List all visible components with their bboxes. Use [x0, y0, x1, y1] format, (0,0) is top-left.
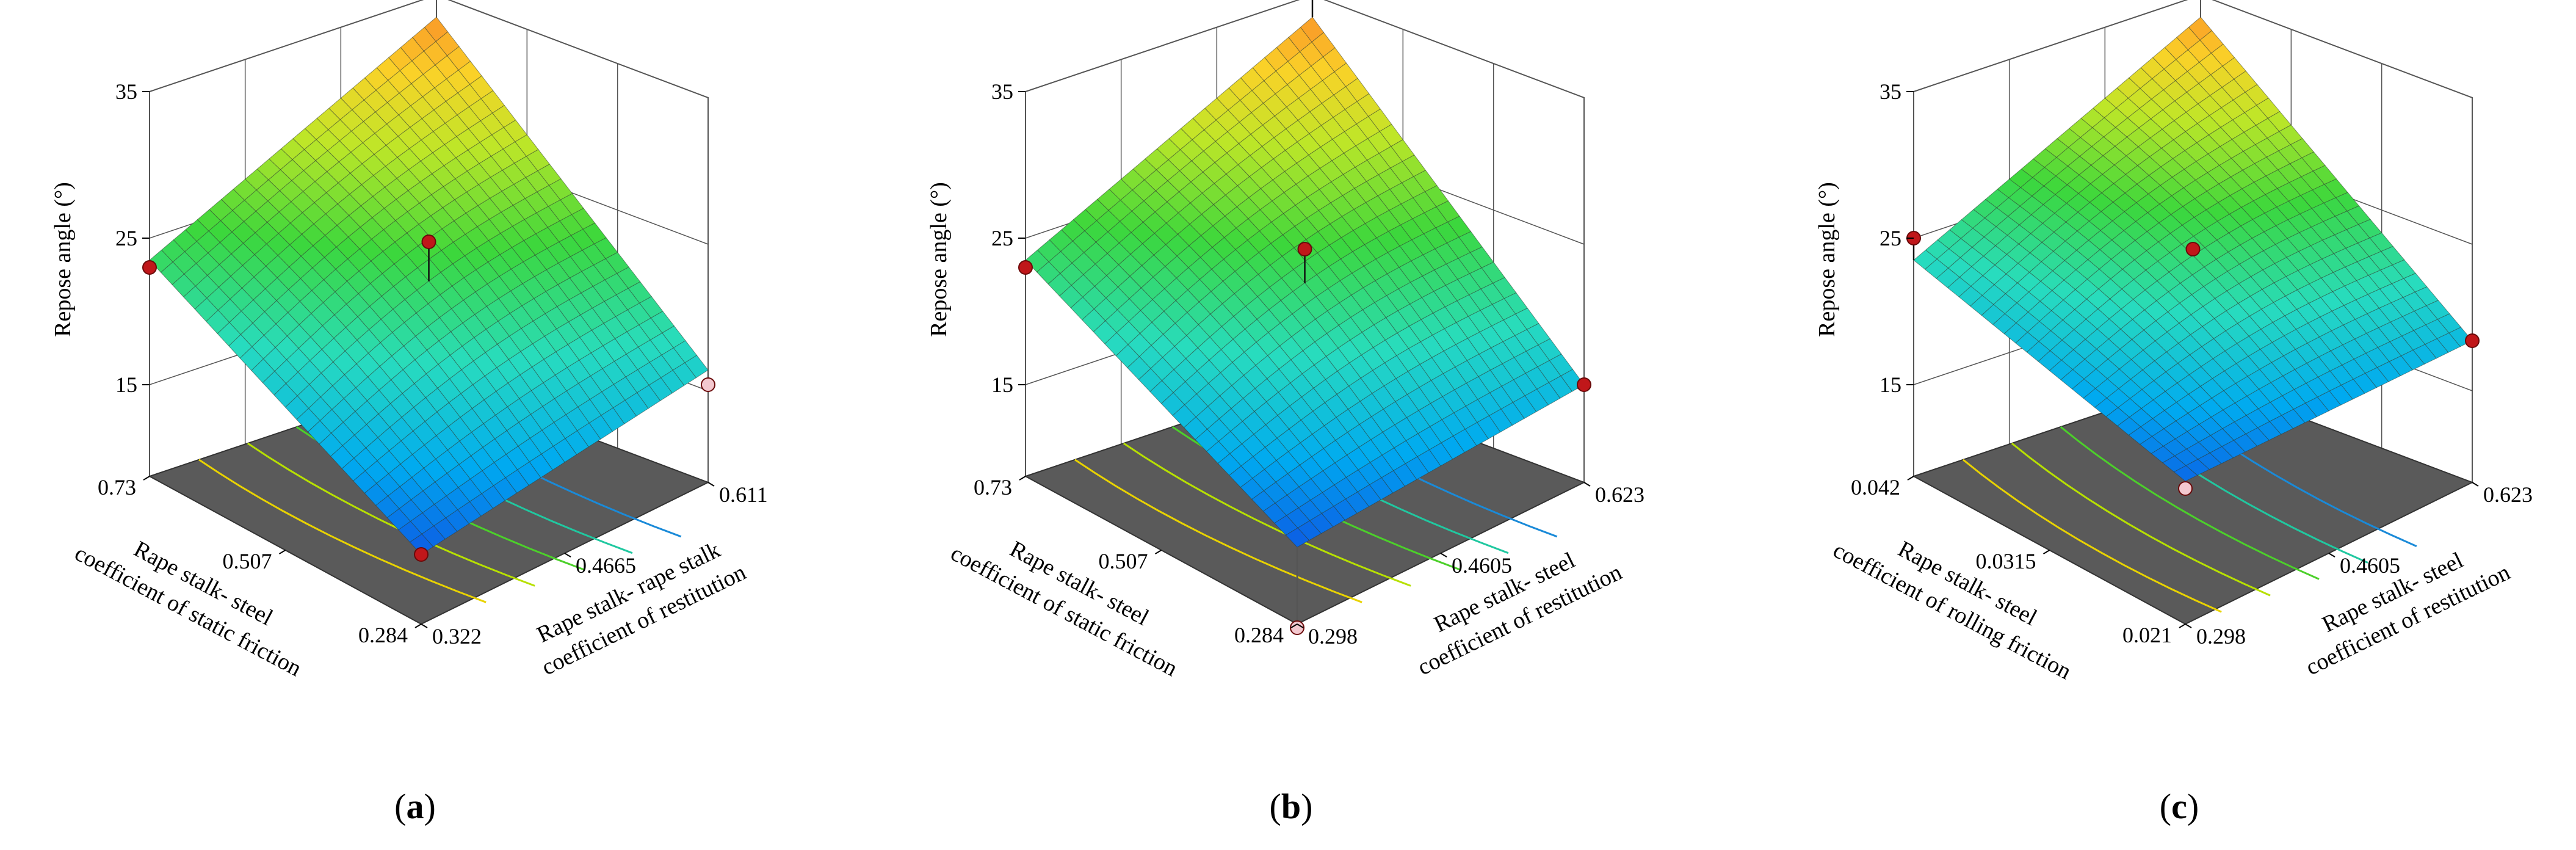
y-tick — [2185, 623, 2192, 628]
y-tick-label: 0.623 — [2483, 482, 2533, 507]
panel-label: (b) — [1270, 786, 1313, 826]
z-axis: 15 25 35 Repose angle (°) — [50, 79, 150, 397]
design-point — [142, 260, 157, 275]
contour-line — [198, 459, 487, 603]
y-tick-label: 0.4605 — [1452, 553, 1512, 578]
x-tick — [2179, 623, 2186, 628]
x-tick — [143, 476, 150, 481]
design-point — [2185, 242, 2201, 256]
design-point — [1577, 377, 1591, 392]
design-point — [2178, 481, 2193, 496]
y-tick-label: 0.4605 — [2340, 553, 2400, 578]
z-axis-label: Repose angle (°) — [50, 182, 76, 337]
y-tick-label: 0.4665 — [576, 553, 636, 578]
panel-label-letter: a — [407, 786, 424, 826]
y-tick-label: 0.611 — [719, 482, 768, 507]
x-tick — [414, 623, 422, 628]
x-tick-label: 0.284 — [358, 623, 408, 647]
wall-frame — [1913, 0, 2473, 482]
x-tick — [278, 550, 286, 554]
panel-label-letter: c — [2171, 786, 2187, 826]
z-tick-label: 35 — [1880, 79, 1901, 104]
design-point — [701, 377, 715, 392]
y-tick — [564, 553, 571, 558]
response-surface — [1913, 16, 2473, 482]
wall-frame — [149, 0, 709, 482]
z-tick-label: 25 — [991, 226, 1013, 250]
y-tick — [707, 482, 715, 487]
surface-cell — [2173, 465, 2198, 482]
z-tick-label: 35 — [991, 79, 1013, 104]
x-tick-label: 0.73 — [974, 475, 1012, 499]
z-tick-label: 15 — [115, 372, 137, 397]
z-axis-label: Repose angle (°) — [926, 182, 952, 337]
contour-line — [2060, 426, 2320, 580]
z-tick-label: 15 — [991, 372, 1013, 397]
x-tick-label: 0.042 — [1851, 475, 1900, 499]
contour-line — [2011, 442, 2271, 597]
design-point — [1297, 242, 1312, 256]
contour-line — [1962, 459, 2222, 613]
panel-label-letter: b — [1281, 786, 1301, 826]
y-tick — [1297, 623, 1304, 628]
x-tick — [1907, 476, 1914, 481]
x-tick — [1290, 623, 1298, 628]
y-tick-label: 0.623 — [1595, 482, 1644, 507]
contour-line — [1074, 459, 1362, 603]
z-tick-label: 35 — [115, 79, 137, 104]
z-axis-label: Repose angle (°) — [1814, 182, 1840, 337]
z-axis: 15 25 35 Repose angle (°) — [926, 79, 1026, 397]
z-tick-label: 25 — [115, 226, 137, 250]
response-surface — [1025, 16, 1585, 548]
y-tick — [421, 623, 428, 628]
y-tick-label: 0.298 — [2196, 624, 2246, 648]
design-point — [2465, 333, 2480, 348]
x-tick-label: 0.507 — [1099, 549, 1148, 573]
z-tick-label: 15 — [1880, 372, 1901, 397]
design-point — [414, 547, 429, 562]
x-tick-label: 0.73 — [98, 475, 136, 499]
x-tick — [1019, 476, 1026, 481]
contour-line — [1123, 442, 1411, 587]
y-tick — [1440, 553, 1447, 558]
x-tick-label: 0.284 — [1234, 623, 1284, 647]
y-tick-label: 0.322 — [432, 624, 482, 648]
panel-label: (a) — [394, 786, 436, 826]
design-point — [421, 234, 436, 249]
y-tick-label: 0.298 — [1308, 624, 1358, 648]
design-point — [1018, 260, 1033, 275]
design-point — [1290, 620, 1304, 635]
x-tick — [1154, 550, 1162, 554]
contour-line — [247, 442, 535, 587]
panel-label: (c) — [2160, 786, 2199, 826]
z-tick-label: 25 — [1880, 226, 1901, 250]
x-tick-label: 0.0315 — [1976, 549, 2036, 573]
x-tick — [2042, 550, 2050, 554]
y-tick — [1583, 482, 1591, 487]
response-surface — [149, 16, 709, 555]
y-tick — [2328, 553, 2335, 558]
surface-cell — [1285, 528, 1310, 548]
y-tick — [2472, 482, 2479, 487]
z-axis: 15 25 35 Repose angle (°) — [1814, 79, 1914, 397]
x-tick-label: 0.021 — [2122, 623, 2172, 647]
wall-frame — [1025, 0, 1585, 482]
x-tick-label: 0.507 — [223, 549, 272, 573]
